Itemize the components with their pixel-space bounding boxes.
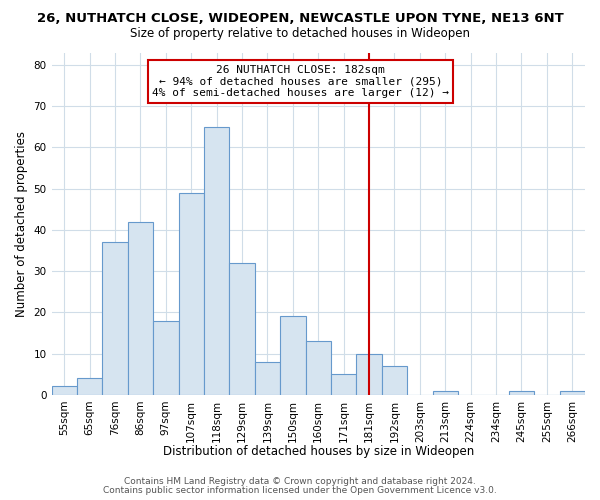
Text: Contains HM Land Registry data © Crown copyright and database right 2024.: Contains HM Land Registry data © Crown c… <box>124 477 476 486</box>
Bar <box>153 320 179 394</box>
Bar <box>305 341 331 394</box>
Bar <box>509 390 534 394</box>
Bar <box>433 390 458 394</box>
Bar <box>382 366 407 394</box>
Y-axis label: Number of detached properties: Number of detached properties <box>15 130 28 316</box>
Text: Size of property relative to detached houses in Wideopen: Size of property relative to detached ho… <box>130 28 470 40</box>
Bar <box>560 390 585 394</box>
Bar <box>179 192 204 394</box>
Bar <box>280 316 305 394</box>
Bar <box>77 378 103 394</box>
X-axis label: Distribution of detached houses by size in Wideopen: Distribution of detached houses by size … <box>163 444 474 458</box>
Bar <box>331 374 356 394</box>
Bar <box>128 222 153 394</box>
Text: Contains public sector information licensed under the Open Government Licence v3: Contains public sector information licen… <box>103 486 497 495</box>
Bar <box>52 386 77 394</box>
Text: 26 NUTHATCH CLOSE: 182sqm
← 94% of detached houses are smaller (295)
4% of semi-: 26 NUTHATCH CLOSE: 182sqm ← 94% of detac… <box>152 65 449 98</box>
Bar <box>103 242 128 394</box>
Bar <box>356 354 382 395</box>
Text: 26, NUTHATCH CLOSE, WIDEOPEN, NEWCASTLE UPON TYNE, NE13 6NT: 26, NUTHATCH CLOSE, WIDEOPEN, NEWCASTLE … <box>37 12 563 26</box>
Bar <box>204 126 229 394</box>
Bar <box>255 362 280 394</box>
Bar <box>229 263 255 394</box>
